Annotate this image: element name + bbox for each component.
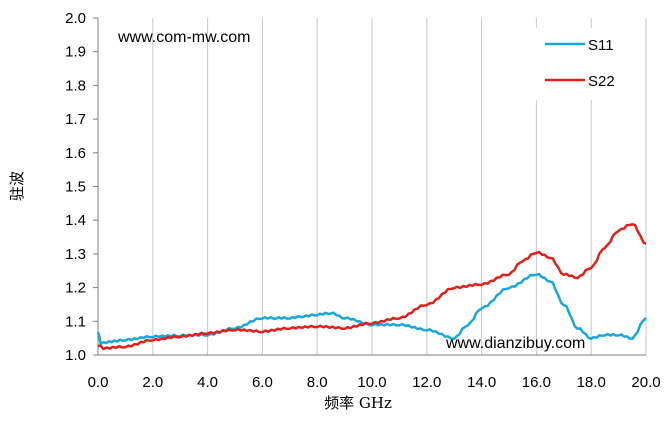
y-tick-label: 1.1	[65, 313, 86, 330]
legend-background	[535, 28, 645, 100]
x-tick-label: 8.0	[307, 374, 328, 391]
y-tick-label: 1.6	[65, 145, 86, 162]
y-tick-label: 1.4	[65, 212, 86, 229]
x-tick-label: 4.0	[197, 374, 218, 391]
y-tick-label: 1.3	[65, 246, 86, 263]
x-tick-label: 2.0	[142, 374, 163, 391]
y-tick-label: 1.8	[65, 77, 86, 94]
y-tick-label: 1.2	[65, 280, 86, 297]
y-axis-title: 驻波	[8, 171, 26, 201]
legend-label-s11: S11	[588, 37, 614, 54]
y-tick-labels: 1.0 1.1 1.2 1.3 1.4 1.5 1.6 1.7 1.8 1.9 2.0	[65, 10, 86, 364]
x-tick-label: 12.0	[412, 374, 441, 391]
watermark-bottom: www.dianzibuy.com	[445, 335, 585, 352]
watermark-top: www.com-mw.com	[117, 29, 250, 46]
axes	[93, 17, 646, 356]
grid-lines	[152, 18, 647, 355]
series-line-s22	[97, 223, 647, 351]
legend-label-s22: S22	[588, 73, 615, 90]
x-tick-labels: 0.0 2.0 4.0 6.0 8.0 10.0 12.0 14.0 16.0 18.0 20.0	[88, 374, 661, 391]
series-lines	[96, 223, 647, 351]
x-tick-label: 10.0	[357, 374, 386, 391]
x-tick-label: 0.0	[88, 374, 109, 391]
x-tick-label: 20.0	[631, 374, 660, 391]
y-tick-label: 1.0	[65, 347, 86, 364]
legend: S11 S22	[535, 28, 645, 100]
x-tick-label: 14.0	[467, 374, 496, 391]
y-tick-label: 1.9	[65, 44, 86, 61]
x-axis-title: 频率 GHz	[324, 394, 392, 412]
x-tick-label: 18.0	[577, 374, 606, 391]
y-tick-label: 2.0	[65, 10, 86, 27]
y-tick-label: 1.7	[65, 111, 86, 128]
x-tick-label: 16.0	[522, 374, 551, 391]
y-tick-label: 1.5	[65, 179, 86, 196]
x-tick-label: 6.0	[252, 374, 273, 391]
